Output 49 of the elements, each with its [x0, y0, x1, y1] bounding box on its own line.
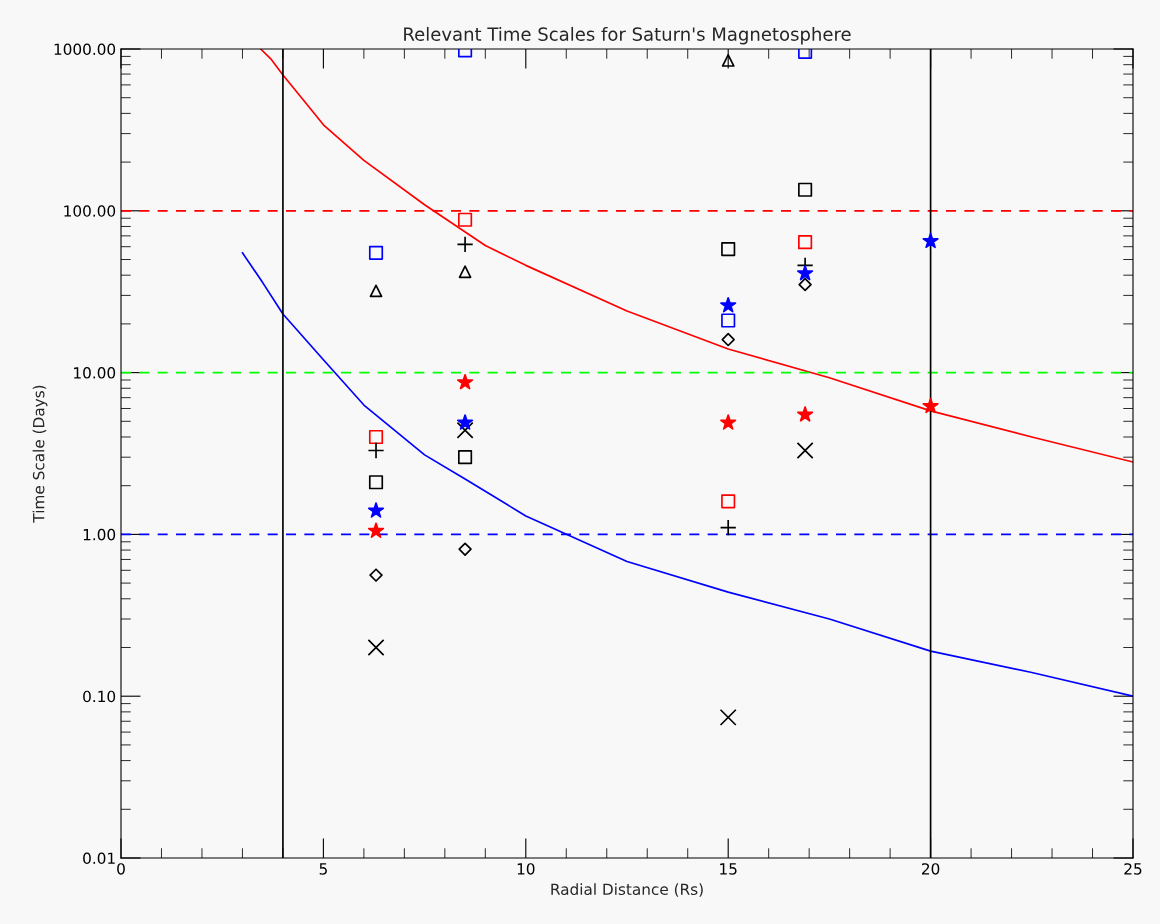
- point: [721, 332, 735, 347]
- y-tick-label: 0.01: [83, 852, 115, 865]
- point: [367, 522, 385, 538]
- point: [457, 450, 473, 465]
- y-tick-label: 1.00: [83, 528, 116, 541]
- point: [367, 442, 385, 459]
- x-tick-label: 15: [720, 863, 737, 875]
- point: [457, 212, 473, 227]
- point: [720, 414, 737, 430]
- point: [456, 235, 474, 253]
- chart-title: Relevant Time Scales for Saturn's Magnetosphere: [404, 26, 851, 45]
- y-tick-label: 0.10: [83, 690, 116, 703]
- point: [368, 475, 384, 490]
- point: [721, 494, 736, 509]
- x-axis-title: Radial Distance (Rs): [551, 883, 703, 897]
- point: [720, 296, 737, 313]
- point: [458, 542, 472, 556]
- point: [922, 397, 939, 414]
- point: [368, 429, 384, 445]
- point: [456, 421, 474, 439]
- point: [456, 414, 474, 430]
- x-tick-label: 5: [319, 863, 327, 875]
- x-tick-label: 10: [517, 863, 535, 875]
- point: [368, 245, 384, 260]
- y-tick-label: 1000.00: [54, 43, 116, 56]
- point: [798, 235, 813, 250]
- point: [458, 265, 472, 279]
- point: [721, 241, 736, 257]
- point: [721, 313, 736, 328]
- x-tick-label: 20: [922, 863, 940, 875]
- y-tick-label: 100.00: [64, 205, 116, 217]
- point: [719, 708, 737, 726]
- point: [798, 182, 813, 197]
- point: [796, 442, 814, 459]
- point: [369, 568, 383, 582]
- point: [798, 277, 812, 292]
- point: [369, 284, 383, 298]
- x-tick-label: 0: [117, 863, 125, 875]
- point: [719, 519, 737, 537]
- y-axis-title: Time Scale (Days): [32, 385, 48, 523]
- point: [721, 54, 735, 67]
- point: [797, 406, 814, 422]
- point: [367, 639, 385, 656]
- y-tick-label: 10.00: [74, 367, 116, 379]
- point: [922, 232, 939, 249]
- x-tick-label: 25: [1124, 863, 1142, 875]
- point: [797, 264, 814, 281]
- point: [367, 502, 385, 518]
- point: [456, 373, 474, 390]
